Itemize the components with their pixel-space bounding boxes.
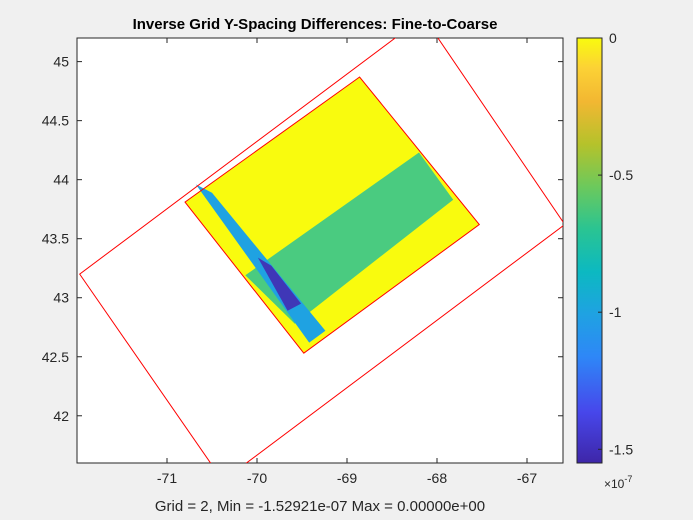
- x-tick-label: -67: [517, 470, 537, 486]
- data-regions: [185, 77, 480, 354]
- x-tick-label: -68: [427, 470, 447, 486]
- colorbar-exponent: ×10-7: [604, 474, 632, 491]
- grid-outlines: [79, 38, 563, 463]
- y-tick-label: 44: [53, 172, 69, 188]
- colorbar-exponent-base: ×10: [604, 477, 625, 491]
- y-axis: 42 42.5 43 43.5 44 44.5 45: [42, 54, 563, 424]
- fine-grid-outline: [184, 76, 481, 354]
- region-band-overlap: [257, 257, 302, 311]
- map-axes: -71 -70 -69 -68 -67 42 42.5 43 43.5 44 44.5 45: [42, 37, 564, 486]
- y-tick-label: 42.5: [42, 349, 69, 365]
- colorbar-ticks: 0 -0.5 -1 -1.5: [598, 30, 633, 457]
- coarse-grid-outline: [79, 38, 563, 463]
- y-tick-label: 44.5: [42, 113, 69, 129]
- region-band-horizontal: [245, 152, 454, 324]
- y-tick-label: 42: [53, 408, 69, 424]
- x-tick-label: -71: [157, 470, 177, 486]
- x-tick-label: -69: [337, 470, 357, 486]
- colorbar-tick-label: 0: [609, 30, 617, 46]
- x-tick-label: -70: [247, 470, 267, 486]
- y-tick-label: 43.5: [42, 231, 69, 247]
- y-tick-label: 43: [53, 290, 69, 306]
- colorbar-tick-label: -1: [609, 304, 622, 320]
- colorbar: 0 -0.5 -1 -1.5 ×10-7: [576, 30, 633, 491]
- y-tick-label: 45: [53, 54, 69, 70]
- colorbar-tick-label: -1.5: [609, 441, 633, 457]
- x-axis-label: Grid = 2, Min = -1.52921e-07 Max = 0.000…: [155, 498, 485, 515]
- chart-title: Inverse Grid Y-Spacing Differences: Fine…: [133, 16, 498, 33]
- x-axis: -71 -70 -69 -68 -67: [157, 38, 537, 486]
- colorbar-exponent-power: -7: [624, 474, 632, 484]
- colorbar-gradient: [576, 37, 603, 464]
- colorbar-tick-label: -0.5: [609, 167, 633, 183]
